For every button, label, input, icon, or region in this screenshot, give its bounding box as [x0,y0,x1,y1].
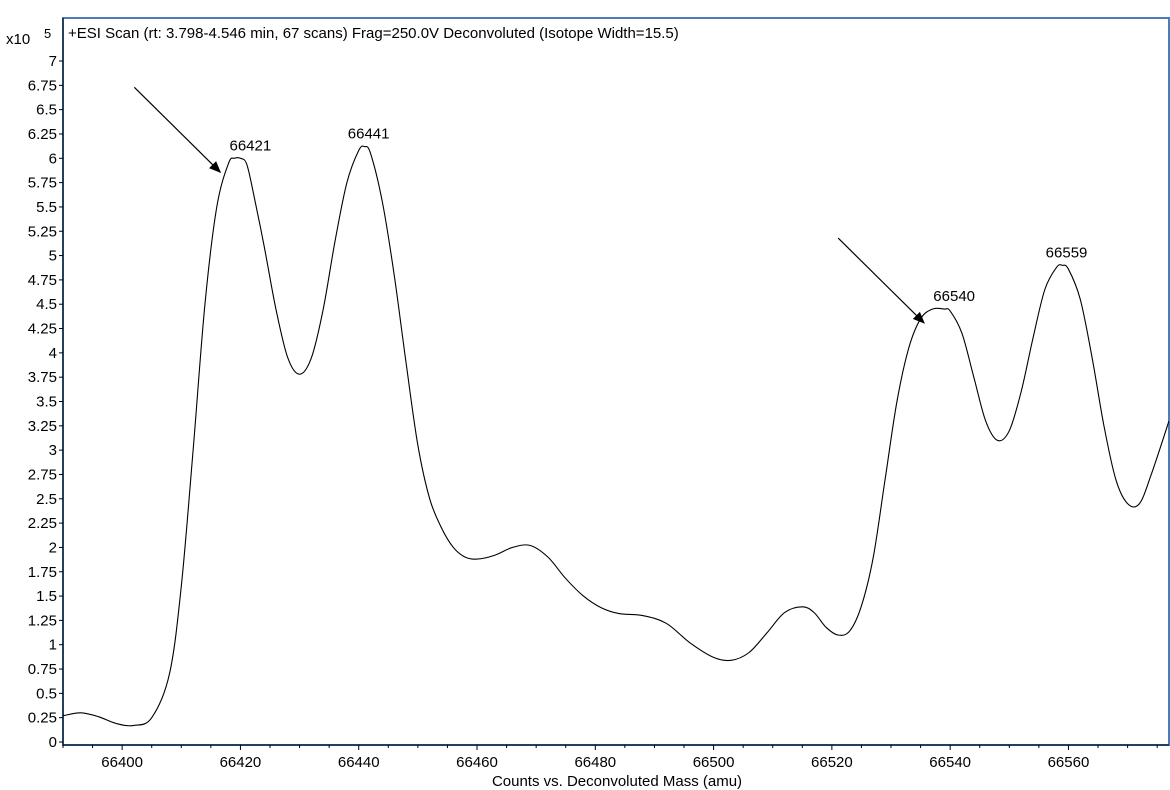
y-tick-label: 3.75 [28,369,57,386]
peak-label: 66421 [229,137,271,154]
y-tick-label: 4 [49,345,57,362]
peak-annotations: 66421 66441 66540 66559 [133,86,1088,324]
peak-label: 66559 [1046,244,1088,261]
x-tick-label: 66540 [929,754,971,771]
y-tick-label: 3.25 [28,418,57,435]
peak-arrow [133,86,222,173]
x-tick-label: 66500 [693,754,735,771]
x-tick-label: 66560 [1048,754,1090,771]
y-tick-label: 5.25 [28,223,57,240]
y-tick-label: 5.75 [28,175,57,192]
x-tick-label: 66420 [220,754,262,771]
y-tick-label: 5 [49,248,57,265]
y-tick-label: 7 [49,53,57,70]
x-axis: 66400 66420 66440 66460 66480 66500 66520 66540… [62,744,1169,771]
y-tick-label: 6 [49,150,57,167]
y-tick-label: 4.5 [36,296,57,313]
y-tick-label: 3.5 [36,394,57,411]
x-tick-label: 66440 [338,754,380,771]
y-tick-label: 3 [49,442,57,459]
x-tick-label: 66520 [811,754,853,771]
x-tick-label: 66400 [101,754,143,771]
x-axis-label: Counts vs. Deconvoluted Mass (amu) [492,773,742,790]
y-tick-label: 1.75 [28,564,57,581]
y-tick-label: 2 [49,539,57,556]
y-tick-label: 4.75 [28,272,57,289]
y-tick-label: 1.25 [28,612,57,629]
y-tick-label: 1.5 [36,588,57,605]
y-tick-label: 0 [49,734,57,751]
x-tick-label: 66460 [456,754,498,771]
y-tick-label: 4.25 [28,321,57,338]
peak-label: 66540 [933,288,975,305]
x-tick-label: 66480 [574,754,616,771]
y-tick-label: 6.25 [28,126,57,143]
y-tick-label: 2.5 [36,491,57,508]
y-tick-label: 0.75 [28,661,57,678]
y-tick-label: 6.5 [36,102,57,119]
y-tick-label: 1 [49,637,57,654]
y-tick-label: 6.75 [28,77,57,94]
y-tick-label: 2.75 [28,466,57,483]
peak-arrow [837,237,925,324]
y-tick-label: 5.5 [36,199,57,216]
y-tick-label: 0.5 [36,685,57,702]
y-multiplier: x10 [6,31,30,48]
y-tick-label: 0.25 [28,710,57,727]
y-tick-label: 2.25 [28,515,57,532]
plot-frame [62,17,1170,746]
series-line [63,145,1169,727]
y-multiplier-exponent: 5 [44,26,51,41]
y-axis: 0 0.25 0.5 0.75 1 1.25 1.5 1.75 2 2.25 2.5 2.75 3 3.2… [28,18,64,751]
chart-title: +ESI Scan (rt: 3.798-4.546 min, 67 scans… [68,25,679,42]
peak-label: 66441 [348,126,390,143]
